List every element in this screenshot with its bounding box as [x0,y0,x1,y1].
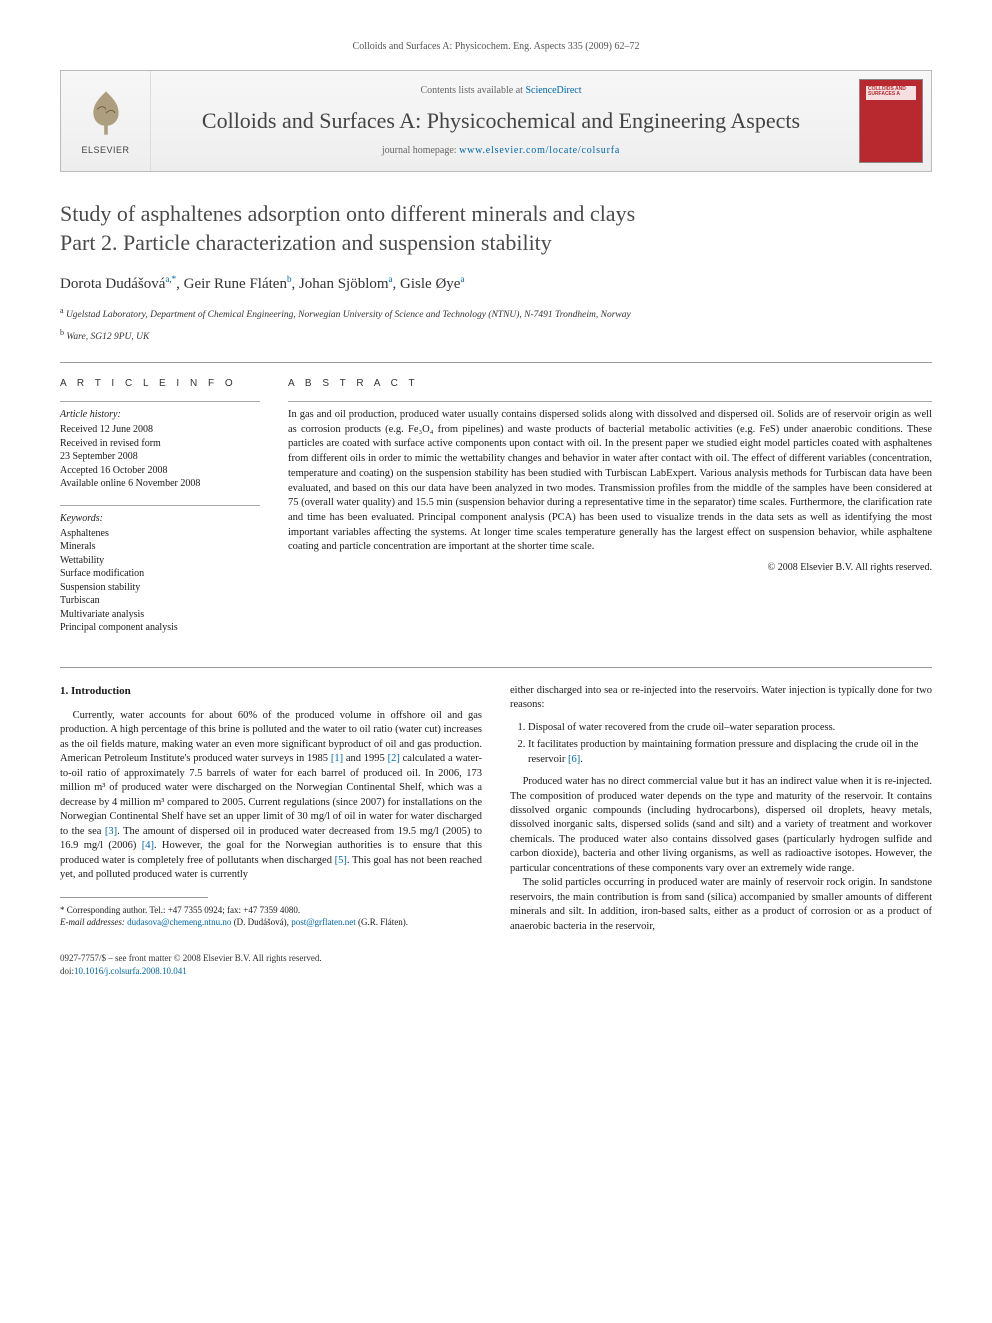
page-footer: 0927-7757/$ – see front matter © 2008 El… [60,952,932,977]
abstract-heading: A B S T R A C T [288,377,932,391]
publisher-name: ELSEVIER [81,144,129,157]
history-item: Received in revised form [60,437,260,451]
ref-link-2[interactable]: [2] [388,753,400,764]
author-3: Johan Sjöbloma [299,276,393,292]
reasons-list: Disposal of water recovered from the cru… [528,721,932,767]
keywords-label: Keywords: [60,512,260,526]
author-2-name: Geir Rune Fláten [184,276,287,292]
li2-seg-a: It facilitates production by maintaining… [528,739,918,764]
section-1-heading: 1. Introduction [60,684,482,699]
running-head: Colloids and Surfaces A: Physicochem. En… [60,40,932,54]
article-info-heading: A R T I C L E I N F O [60,377,260,391]
corr-author-line: * Corresponding author. Tel.: +47 7355 0… [60,904,482,916]
divider-bottom [60,667,932,668]
author-3-name: Johan Sjöblom [299,276,389,292]
cover-title-text: COLLOIDS AND SURFACES A [868,87,922,97]
col2-p1: either discharged into sea or re-injecte… [510,684,932,713]
keyword-item: Asphaltenes [60,527,260,541]
email-2-who: (G.R. Fláten). [356,917,408,927]
history-item: 23 September 2008 [60,450,260,464]
footnote-separator [60,897,208,898]
elsevier-logo-icon [79,86,133,140]
contents-line: Contents lists available at ScienceDirec… [159,84,843,98]
journal-homepage-link[interactable]: www.elsevier.com/locate/colsurfa [459,145,620,156]
history-item: Available online 6 November 2008 [60,477,260,491]
article-title: Study of asphaltenes adsorption onto dif… [60,200,932,257]
affiliation-b: b Ware, SG12 9PU, UK [60,327,932,344]
keyword-item: Principal component analysis [60,621,260,635]
history-label: Article history: [60,408,260,422]
history-item: Accepted 16 October 2008 [60,464,260,478]
list-item: Disposal of water recovered from the cru… [528,721,932,735]
email-line: E-mail addresses: dudasova@chemeng.ntnu.… [60,916,482,928]
journal-masthead: ELSEVIER Contents lists available at Sci… [60,70,932,172]
author-2-marks: b [287,274,292,284]
cover-thumb-block: COLLOIDS AND SURFACES A [851,71,931,171]
body-col-right: either discharged into sea or re-injecte… [510,684,932,935]
email-link-1[interactable]: dudasova@chemeng.ntnu.no [127,917,231,927]
col2-p3: The solid particles occurring in produce… [510,876,932,934]
aff-a-mark: a [60,306,64,315]
li2-seg-b: . [580,754,583,765]
author-list: Dorota Dudášováa,*, Geir Rune Flátenb, J… [60,273,932,295]
ref-link-1[interactable]: [1] [331,753,343,764]
ref-link-3[interactable]: [3] [105,826,117,837]
history-item: Received 12 June 2008 [60,423,260,437]
journal-cover-icon: COLLOIDS AND SURFACES A [859,79,923,163]
ref-link-4[interactable]: [4] [142,840,154,851]
author-1-marks: a,* [165,274,176,284]
keywords-block: Keywords: Asphaltenes Minerals Wettabili… [60,505,260,635]
email-link-2[interactable]: post@grflaten.net [291,917,356,927]
article-info-column: A R T I C L E I N F O Article history: R… [60,377,260,649]
title-line-2: Part 2. Particle characterization and su… [60,230,552,255]
aff-b-text: Ware, SG12 9PU, UK [66,332,149,342]
ref-link-6[interactable]: [6] [568,754,580,765]
contents-prefix: Contents lists available at [420,85,525,96]
keyword-item: Surface modification [60,567,260,581]
ref-link-5[interactable]: [5] [335,855,347,866]
author-4-marks: a [460,274,464,284]
p1-seg-b: and 1995 [343,753,388,764]
doi-link[interactable]: 10.1016/j.colsurfa.2008.10.041 [74,966,187,976]
author-4: Gisle Øyea [400,276,464,292]
keyword-item: Turbiscan [60,594,260,608]
email-label: E-mail addresses: [60,917,127,927]
aff-a-text: Ugelstad Laboratory, Department of Chemi… [66,310,631,320]
email-1-who: (D. Dudášová), [231,917,291,927]
doi-line: doi:10.1016/j.colsurfa.2008.10.041 [60,965,932,978]
author-2: Geir Rune Flátenb [184,276,292,292]
keyword-item: Suspension stability [60,581,260,595]
journal-name: Colloids and Surfaces A: Physicochemical… [159,106,843,137]
author-3-marks: a [389,274,393,284]
list-item: It facilitates production by maintaining… [528,738,932,767]
article-history-block: Article history: Received 12 June 2008 R… [60,401,260,491]
body-columns: 1. Introduction Currently, water account… [60,684,932,935]
aff-b-mark: b [60,328,64,337]
abstract-column: A B S T R A C T In gas and oil productio… [288,377,932,649]
col2-p2: Produced water has no direct commercial … [510,775,932,876]
abstract-text: In gas and oil production, produced wate… [288,401,932,555]
p1-seg-c: calculated a water-to-oil ratio of appro… [60,753,482,836]
author-1-name: Dorota Dudášová [60,276,165,292]
homepage-prefix: journal homepage: [382,145,459,156]
publisher-block: ELSEVIER [61,71,151,171]
abstract-copyright: © 2008 Elsevier B.V. All rights reserved… [288,561,932,575]
divider-top [60,362,932,363]
body-col-left: 1. Introduction Currently, water account… [60,684,482,935]
keyword-item: Minerals [60,540,260,554]
keyword-item: Multivariate analysis [60,608,260,622]
homepage-line: journal homepage: www.elsevier.com/locat… [159,144,843,158]
author-4-name: Gisle Øye [400,276,460,292]
keyword-item: Wettability [60,554,260,568]
intro-paragraph-1: Currently, water accounts for about 60% … [60,709,482,883]
doi-label: doi: [60,966,74,976]
issn-line: 0927-7757/$ – see front matter © 2008 El… [60,952,932,965]
affiliation-a: a Ugelstad Laboratory, Department of Che… [60,305,932,322]
sciencedirect-link[interactable]: ScienceDirect [525,85,581,96]
corresponding-author-footnote: * Corresponding author. Tel.: +47 7355 0… [60,904,482,928]
title-line-1: Study of asphaltenes adsorption onto dif… [60,201,635,226]
author-1: Dorota Dudášováa,* [60,276,176,292]
